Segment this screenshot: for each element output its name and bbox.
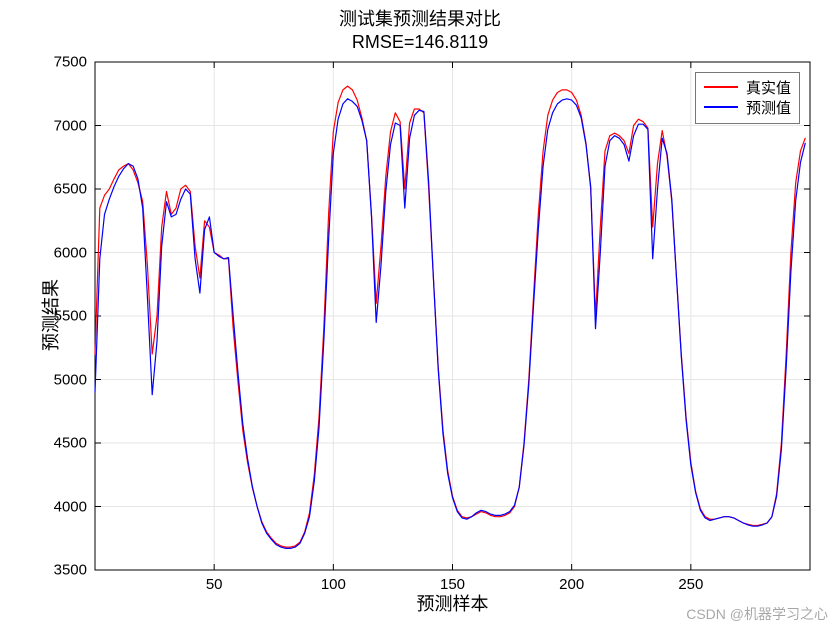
- legend-item: 真实值: [704, 77, 791, 97]
- y-tick-label: 5000: [54, 371, 87, 388]
- legend-swatch: [704, 106, 738, 108]
- y-tick-label: 6500: [54, 181, 87, 198]
- x-tick-label: 100: [321, 576, 346, 593]
- x-tick-label: 200: [559, 576, 584, 593]
- watermark: CSDN @机器学习之心: [686, 604, 828, 624]
- y-tick-label: 4000: [54, 498, 87, 515]
- legend-swatch: [704, 86, 738, 88]
- line-chart: 测试集预测结果对比 RMSE=146.8119 预测结果 预测样本 501001…: [0, 0, 840, 630]
- y-tick-label: 7500: [54, 54, 87, 71]
- x-tick-label: 50: [206, 576, 223, 593]
- y-tick-label: 6000: [54, 244, 87, 261]
- y-tick-label: 4500: [54, 435, 87, 452]
- y-tick-label: 5500: [54, 308, 87, 325]
- x-tick-label: 150: [440, 576, 465, 593]
- legend-label: 预测值: [746, 97, 791, 118]
- y-tick-label: 7000: [54, 117, 87, 134]
- x-tick-label: 250: [678, 576, 703, 593]
- legend-label: 真实值: [746, 77, 791, 98]
- legend: 真实值预测值: [695, 72, 800, 124]
- y-tick-label: 3500: [54, 562, 87, 579]
- legend-item: 预测值: [704, 97, 791, 117]
